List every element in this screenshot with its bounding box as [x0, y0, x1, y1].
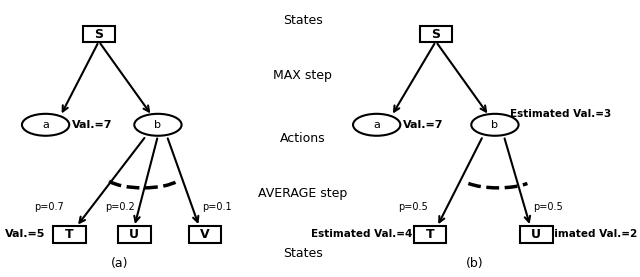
Text: Estimated Val.=4: Estimated Val.=4	[311, 229, 413, 240]
Text: S: S	[431, 28, 440, 41]
Circle shape	[471, 114, 518, 136]
Text: b: b	[492, 120, 499, 130]
Text: U: U	[129, 228, 140, 241]
Text: MAX step: MAX step	[273, 69, 332, 82]
Text: p=0.5: p=0.5	[399, 202, 428, 212]
Text: (b): (b)	[465, 257, 483, 270]
Text: Val.=7: Val.=7	[72, 120, 113, 130]
Text: T: T	[65, 228, 74, 241]
FancyBboxPatch shape	[53, 226, 86, 243]
Circle shape	[134, 114, 182, 136]
Circle shape	[22, 114, 69, 136]
Text: (a): (a)	[111, 257, 128, 270]
Text: p=0.5: p=0.5	[533, 202, 563, 212]
Text: T: T	[426, 228, 434, 241]
Text: U: U	[531, 228, 541, 241]
Text: p=0.7: p=0.7	[34, 202, 63, 212]
Text: Estimated Val.=2: Estimated Val.=2	[536, 229, 637, 240]
Text: Estimated Val.=3: Estimated Val.=3	[509, 109, 611, 119]
Text: AVERAGE step: AVERAGE step	[258, 187, 348, 200]
Text: Val.=5: Val.=5	[4, 229, 45, 240]
Text: States: States	[283, 14, 323, 27]
FancyBboxPatch shape	[520, 226, 552, 243]
FancyBboxPatch shape	[420, 26, 452, 42]
Text: a: a	[373, 120, 380, 130]
Text: p=0.2: p=0.2	[104, 202, 134, 212]
Text: S: S	[94, 28, 103, 41]
Circle shape	[353, 114, 401, 136]
Text: V: V	[200, 228, 210, 241]
FancyBboxPatch shape	[118, 226, 150, 243]
Text: States: States	[283, 247, 323, 260]
FancyBboxPatch shape	[83, 26, 115, 42]
FancyBboxPatch shape	[413, 226, 446, 243]
Text: Actions: Actions	[280, 132, 326, 145]
Text: Val.=7: Val.=7	[403, 120, 444, 130]
Text: b: b	[154, 120, 161, 130]
Text: p=0.1: p=0.1	[202, 202, 232, 212]
FancyBboxPatch shape	[189, 226, 221, 243]
Text: a: a	[42, 120, 49, 130]
